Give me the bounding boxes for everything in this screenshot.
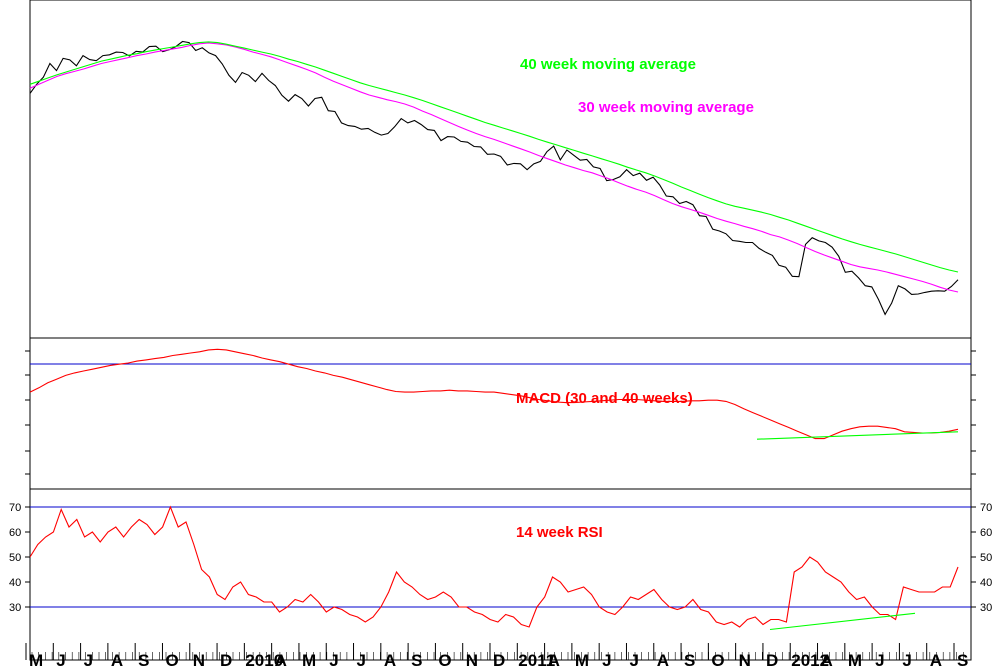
x-tick-label-19: A — [548, 651, 560, 667]
rsi-ytick-left-3: 60 — [9, 527, 21, 539]
rsi-ytick-left-0: 30 — [9, 602, 21, 614]
x-tick-label-5: O — [165, 651, 178, 667]
x-tick-label-27: D — [766, 651, 778, 667]
x-tick-label-26: N — [739, 651, 751, 667]
x-tick-label-2: J — [84, 651, 93, 667]
rsi-ytick-right-4: 70 — [980, 502, 992, 514]
x-tick-label-28: 2012 — [791, 651, 829, 667]
price-panel: 40 week moving average 30 week moving av… — [29, 40, 959, 316]
price-series-1 — [29, 42, 959, 293]
rsi-ytick-right-0: 30 — [980, 602, 992, 614]
x-tick-label-34: S — [957, 651, 968, 667]
x-tick-label-29: A — [821, 651, 833, 667]
x-tick-label-31: J — [875, 651, 884, 667]
annotation-40-week-ma: 40 week moving average — [520, 56, 696, 73]
annotation-30-week-ma: 30 week moving average — [578, 99, 754, 116]
x-tick-label-25: O — [711, 651, 724, 667]
x-tick-label-0: M — [29, 651, 43, 667]
macd-series-0 — [29, 348, 959, 440]
macd-panel: MACD (30 and 40 weeks) — [25, 348, 976, 475]
price-series-0 — [29, 40, 959, 316]
rsi-series-0 — [29, 505, 959, 628]
x-tick-label-3: A — [111, 651, 123, 667]
x-tick-label-8: 2010 — [245, 651, 283, 667]
x-tick-label-32: J — [902, 651, 911, 667]
rsi-series-1 — [769, 612, 916, 631]
x-tick-label-30: M — [848, 651, 862, 667]
x-tick-label-12: J — [357, 651, 366, 667]
rsi-ytick-right-1: 40 — [980, 577, 992, 589]
x-tick-label-1: J — [56, 651, 65, 667]
x-tick-label-22: J — [629, 651, 638, 667]
macd-series-1 — [756, 431, 959, 440]
rsi-title: 14 week RSI — [516, 524, 603, 541]
x-tick-label-4: S — [138, 651, 149, 667]
rsi-ytick-left-1: 40 — [9, 577, 21, 589]
x-tick-label-20: M — [575, 651, 589, 667]
x-tick-label-16: N — [466, 651, 478, 667]
chart-frame — [29, 0, 972, 661]
x-tick-label-15: O — [438, 651, 451, 667]
rsi-ytick-right-2: 50 — [980, 552, 992, 564]
x-tick-label-10: M — [302, 651, 316, 667]
price-series-2 — [29, 41, 959, 273]
x-tick-label-13: A — [384, 651, 396, 667]
rsi-ytick-left-2: 50 — [9, 552, 21, 564]
rsi-panel: 30 30 40 40 50 50 60 60 70 70 14 week RSI — [9, 502, 992, 631]
rsi-ytick-right-3: 60 — [980, 527, 992, 539]
x-tick-label-23: A — [657, 651, 669, 667]
x-tick-label-11: J — [329, 651, 338, 667]
x-tick-label-9: A — [275, 651, 287, 667]
x-tick-label-6: N — [193, 651, 205, 667]
x-tick-label-21: J — [602, 651, 611, 667]
rsi-ytick-left-4: 70 — [9, 502, 21, 514]
x-tick-label-33: A — [930, 651, 942, 667]
x-tick-label-24: S — [684, 651, 695, 667]
macd-title: MACD (30 and 40 weeks) — [516, 390, 693, 407]
x-tick-label-14: S — [411, 651, 422, 667]
x-tick-label-17: D — [493, 651, 505, 667]
